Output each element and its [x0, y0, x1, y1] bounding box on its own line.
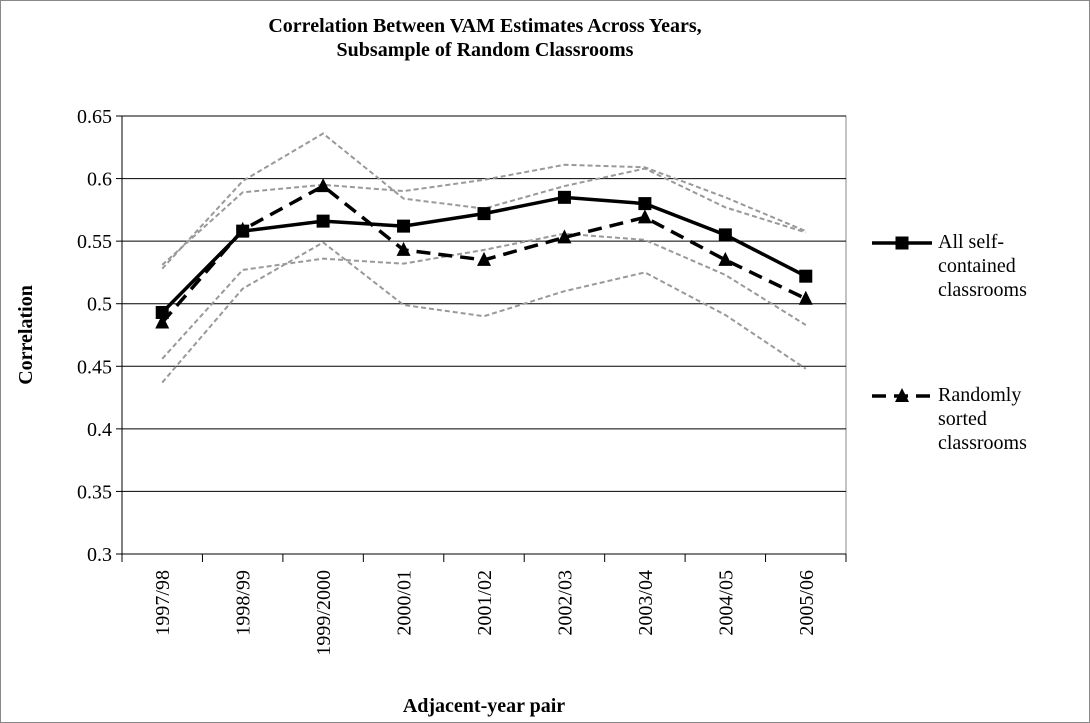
square-marker [557, 190, 571, 204]
x-tick-label: 1999/2000 [313, 570, 335, 656]
square-marker [799, 269, 813, 283]
band-line [161, 241, 807, 384]
band-line [161, 163, 807, 266]
legend-label: All self-contained classrooms [938, 231, 1027, 301]
chart-title: Correlation Between VAM Estimates Across… [268, 15, 702, 61]
x-tick-label: 2002/03 [554, 570, 576, 636]
x-tick-label: 1997/98 [152, 570, 174, 636]
y-tick-label: 0.55 [77, 231, 112, 253]
y-tick-label: 0.5 [87, 294, 112, 316]
x-tick-label: 2001/02 [474, 570, 496, 636]
square-marker [155, 305, 169, 319]
square-marker [895, 236, 909, 250]
square-marker [718, 228, 732, 242]
triangle-marker [895, 388, 909, 402]
x-tick-label: 2000/01 [394, 570, 416, 636]
triangle-marker [798, 290, 813, 305]
plot-area [121, 115, 847, 555]
x-tick-label: 2005/06 [796, 570, 818, 636]
x-tick-label: 2004/05 [715, 570, 737, 636]
y-axis-title: Correlation [15, 285, 37, 385]
triangle-marker [637, 209, 652, 224]
legend-label: Randomly sorted classrooms [938, 384, 1027, 454]
square-marker [397, 219, 411, 233]
triangle-marker [718, 251, 733, 266]
y-tick-label: 0.6 [87, 169, 112, 191]
triangle-marker [477, 251, 491, 266]
triangle-marker [396, 241, 411, 256]
y-tick-label: 0.35 [77, 481, 112, 503]
x-axis-title: Adjacent-year pair [403, 695, 565, 717]
triangle-marker [155, 314, 170, 329]
y-tick-label: 0.3 [87, 544, 112, 566]
band-line [161, 132, 807, 270]
y-tick-label: 0.45 [77, 356, 112, 378]
x-tick-label: 1998/99 [233, 570, 255, 636]
triangle-marker [316, 178, 331, 193]
y-tick-label: 0.4 [87, 419, 112, 441]
y-tick-label: 0.65 [77, 106, 112, 128]
square-marker [638, 197, 652, 211]
square-marker [316, 214, 330, 228]
square-marker [477, 207, 491, 221]
band-line [161, 232, 807, 360]
x-tick-label: 2003/04 [635, 570, 657, 636]
triangle-marker [557, 229, 572, 244]
triangle-marker [235, 221, 250, 236]
